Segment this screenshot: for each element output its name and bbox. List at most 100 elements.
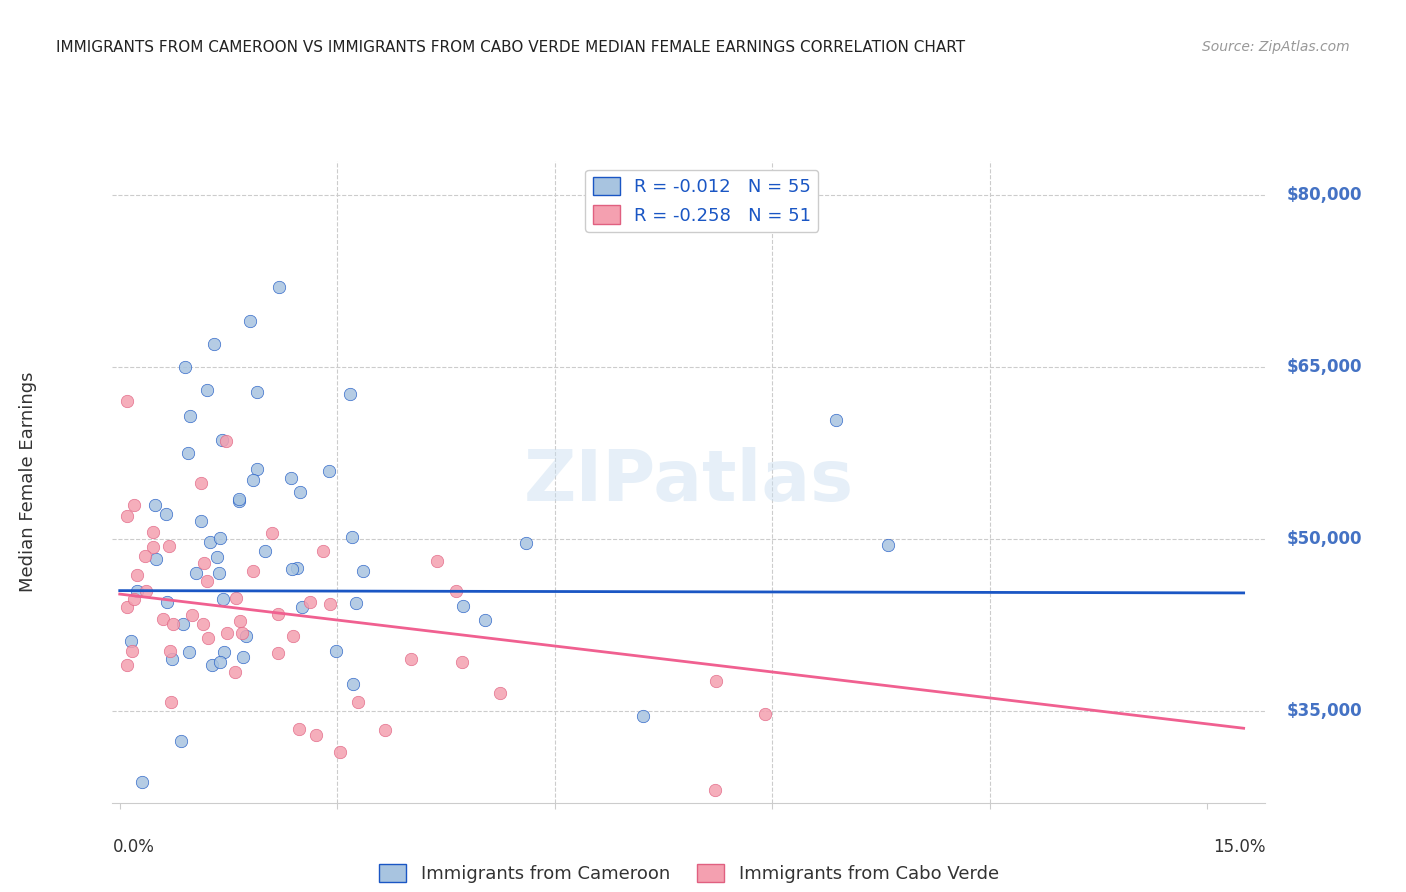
Point — [159, 695, 181, 709]
Point — [142, 525, 165, 540]
Point — [704, 783, 727, 797]
Text: $80,000: $80,000 — [1286, 186, 1362, 204]
Point — [287, 722, 309, 736]
Point — [157, 539, 180, 553]
Point — [228, 491, 250, 506]
Point — [319, 597, 342, 611]
Point — [115, 658, 138, 673]
Point — [201, 658, 224, 673]
Point — [450, 655, 472, 669]
Point — [231, 626, 253, 640]
Point — [208, 566, 231, 581]
Point — [190, 476, 212, 491]
Point — [121, 644, 143, 658]
Point — [399, 652, 422, 666]
Text: $65,000: $65,000 — [1286, 358, 1362, 376]
Point — [631, 708, 654, 723]
Point — [211, 592, 233, 607]
Point — [211, 433, 233, 447]
Point — [446, 583, 468, 598]
Point — [285, 561, 308, 575]
Point — [342, 677, 364, 691]
Point — [155, 508, 177, 522]
Point — [122, 498, 145, 512]
Point — [239, 314, 262, 328]
Point — [246, 461, 269, 475]
Point — [198, 535, 221, 549]
Point — [339, 387, 361, 401]
Text: $35,000: $35,000 — [1286, 702, 1362, 720]
Point — [312, 544, 335, 558]
Text: 0.0%: 0.0% — [112, 838, 155, 856]
Text: IMMIGRANTS FROM CAMEROON VS IMMIGRANTS FROM CABO VERDE MEDIAN FEMALE EARNINGS CO: IMMIGRANTS FROM CAMEROON VS IMMIGRANTS F… — [56, 40, 966, 55]
Point — [181, 607, 204, 622]
Point — [340, 530, 363, 544]
Point — [704, 673, 727, 688]
Point — [134, 549, 156, 563]
Point — [224, 665, 246, 680]
Point — [156, 594, 179, 608]
Point — [290, 485, 312, 500]
Point — [325, 644, 347, 658]
Point — [195, 574, 218, 588]
Point — [754, 706, 776, 721]
Point — [825, 413, 848, 427]
Point — [193, 617, 215, 632]
Point — [347, 694, 370, 708]
Point — [152, 612, 174, 626]
Text: Median Female Earnings: Median Female Earnings — [20, 371, 37, 592]
Point — [232, 650, 254, 665]
Point — [426, 554, 449, 568]
Point — [215, 626, 238, 640]
Point — [374, 723, 396, 738]
Point — [197, 631, 219, 645]
Point — [172, 616, 194, 631]
Point — [179, 409, 201, 423]
Point — [246, 384, 269, 399]
Point — [352, 564, 374, 578]
Point — [135, 584, 157, 599]
Point — [515, 535, 537, 549]
Point — [346, 596, 368, 610]
Point — [281, 562, 304, 576]
Point — [209, 531, 232, 545]
Point — [305, 728, 328, 742]
Point — [142, 541, 165, 555]
Point — [162, 616, 184, 631]
Point — [131, 774, 153, 789]
Point — [115, 599, 138, 614]
Point — [176, 445, 198, 459]
Point — [127, 584, 149, 599]
Point — [159, 643, 181, 657]
Point — [267, 607, 290, 621]
Point — [205, 549, 228, 564]
Point — [260, 526, 283, 541]
Point — [329, 745, 352, 759]
Point — [229, 614, 252, 628]
Point — [190, 514, 212, 528]
Point — [160, 651, 183, 665]
Point — [115, 394, 138, 409]
Point — [115, 509, 138, 524]
Point — [177, 645, 200, 659]
Point — [281, 629, 304, 643]
Point — [267, 646, 290, 660]
Text: ZIPatlas: ZIPatlas — [524, 447, 853, 516]
Point — [242, 473, 264, 487]
Point — [122, 591, 145, 606]
Point — [174, 359, 197, 374]
Point — [242, 564, 264, 578]
Point — [233, 819, 256, 833]
Point — [489, 686, 512, 700]
Point — [299, 595, 322, 609]
Text: 15.0%: 15.0% — [1213, 838, 1265, 856]
Point — [474, 614, 496, 628]
Point — [225, 591, 247, 606]
Point — [120, 633, 142, 648]
Text: Source: ZipAtlas.com: Source: ZipAtlas.com — [1202, 40, 1350, 54]
Point — [235, 629, 257, 643]
Legend: Immigrants from Cameroon, Immigrants from Cabo Verde: Immigrants from Cameroon, Immigrants fro… — [373, 856, 1005, 890]
Point — [269, 279, 291, 293]
Point — [125, 567, 148, 582]
Point — [209, 655, 232, 669]
